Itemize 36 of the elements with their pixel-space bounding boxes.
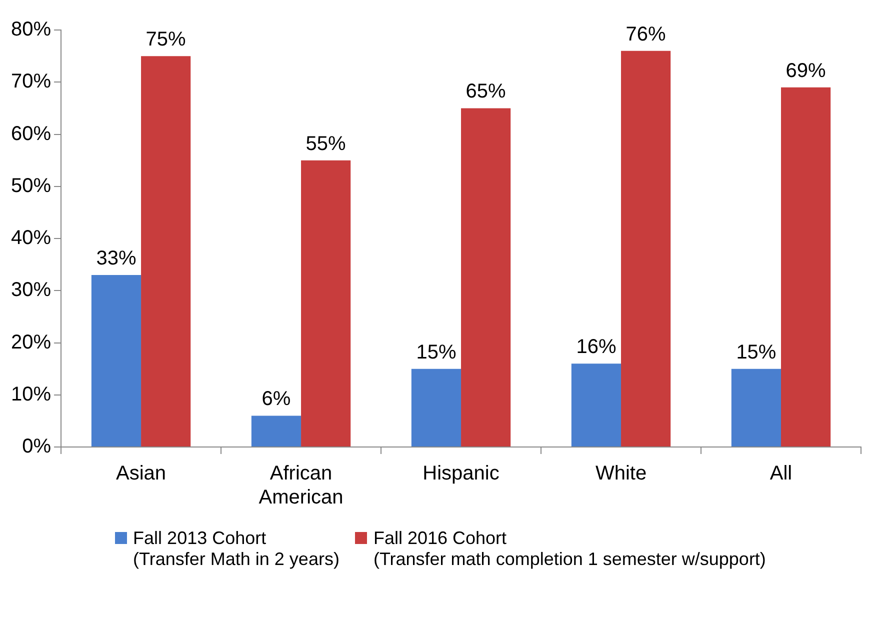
x-tick-label: White [595, 462, 647, 485]
bar [461, 108, 511, 446]
legend-label: Fall 2013 Cohort (Transfer Math in 2 years) [133, 528, 340, 570]
bar [571, 364, 622, 446]
y-tick-label: 40% [11, 227, 52, 250]
y-tick-label: 60% [11, 122, 52, 145]
data-label: 15% [736, 341, 776, 364]
y-tick-label: 80% [11, 18, 52, 41]
x-tick-label: Asian [116, 462, 166, 485]
data-label: 65% [466, 80, 506, 103]
data-label: 76% [626, 23, 666, 46]
y-tick-label: 70% [11, 70, 52, 93]
bar [411, 368, 462, 446]
bar [141, 56, 191, 446]
bar [731, 368, 782, 446]
data-label: 6% [262, 388, 291, 410]
data-label: 33% [96, 248, 136, 270]
bar [621, 50, 671, 446]
bar [781, 87, 831, 446]
y-tick-label: 10% [11, 383, 52, 406]
legend-label: Fall 2016 Cohort (Transfer math completion 1 semester w/support) [373, 528, 766, 570]
bar [251, 416, 302, 446]
y-tick-label: 20% [11, 331, 52, 354]
y-tick-label: 50% [11, 174, 52, 197]
x-tick-label: All [770, 462, 792, 485]
x-tick-label: Hispanic [422, 462, 500, 485]
data-label: 16% [576, 336, 616, 358]
bar [91, 274, 142, 446]
data-label: 69% [786, 60, 826, 82]
y-tick-label: 0% [22, 436, 52, 458]
y-tick-label: 30% [11, 279, 52, 302]
bar [301, 160, 351, 446]
x-tick-label: African American [258, 462, 344, 509]
data-label: 75% [146, 28, 186, 51]
data-label: 55% [306, 132, 346, 155]
data-label: 15% [416, 341, 456, 364]
